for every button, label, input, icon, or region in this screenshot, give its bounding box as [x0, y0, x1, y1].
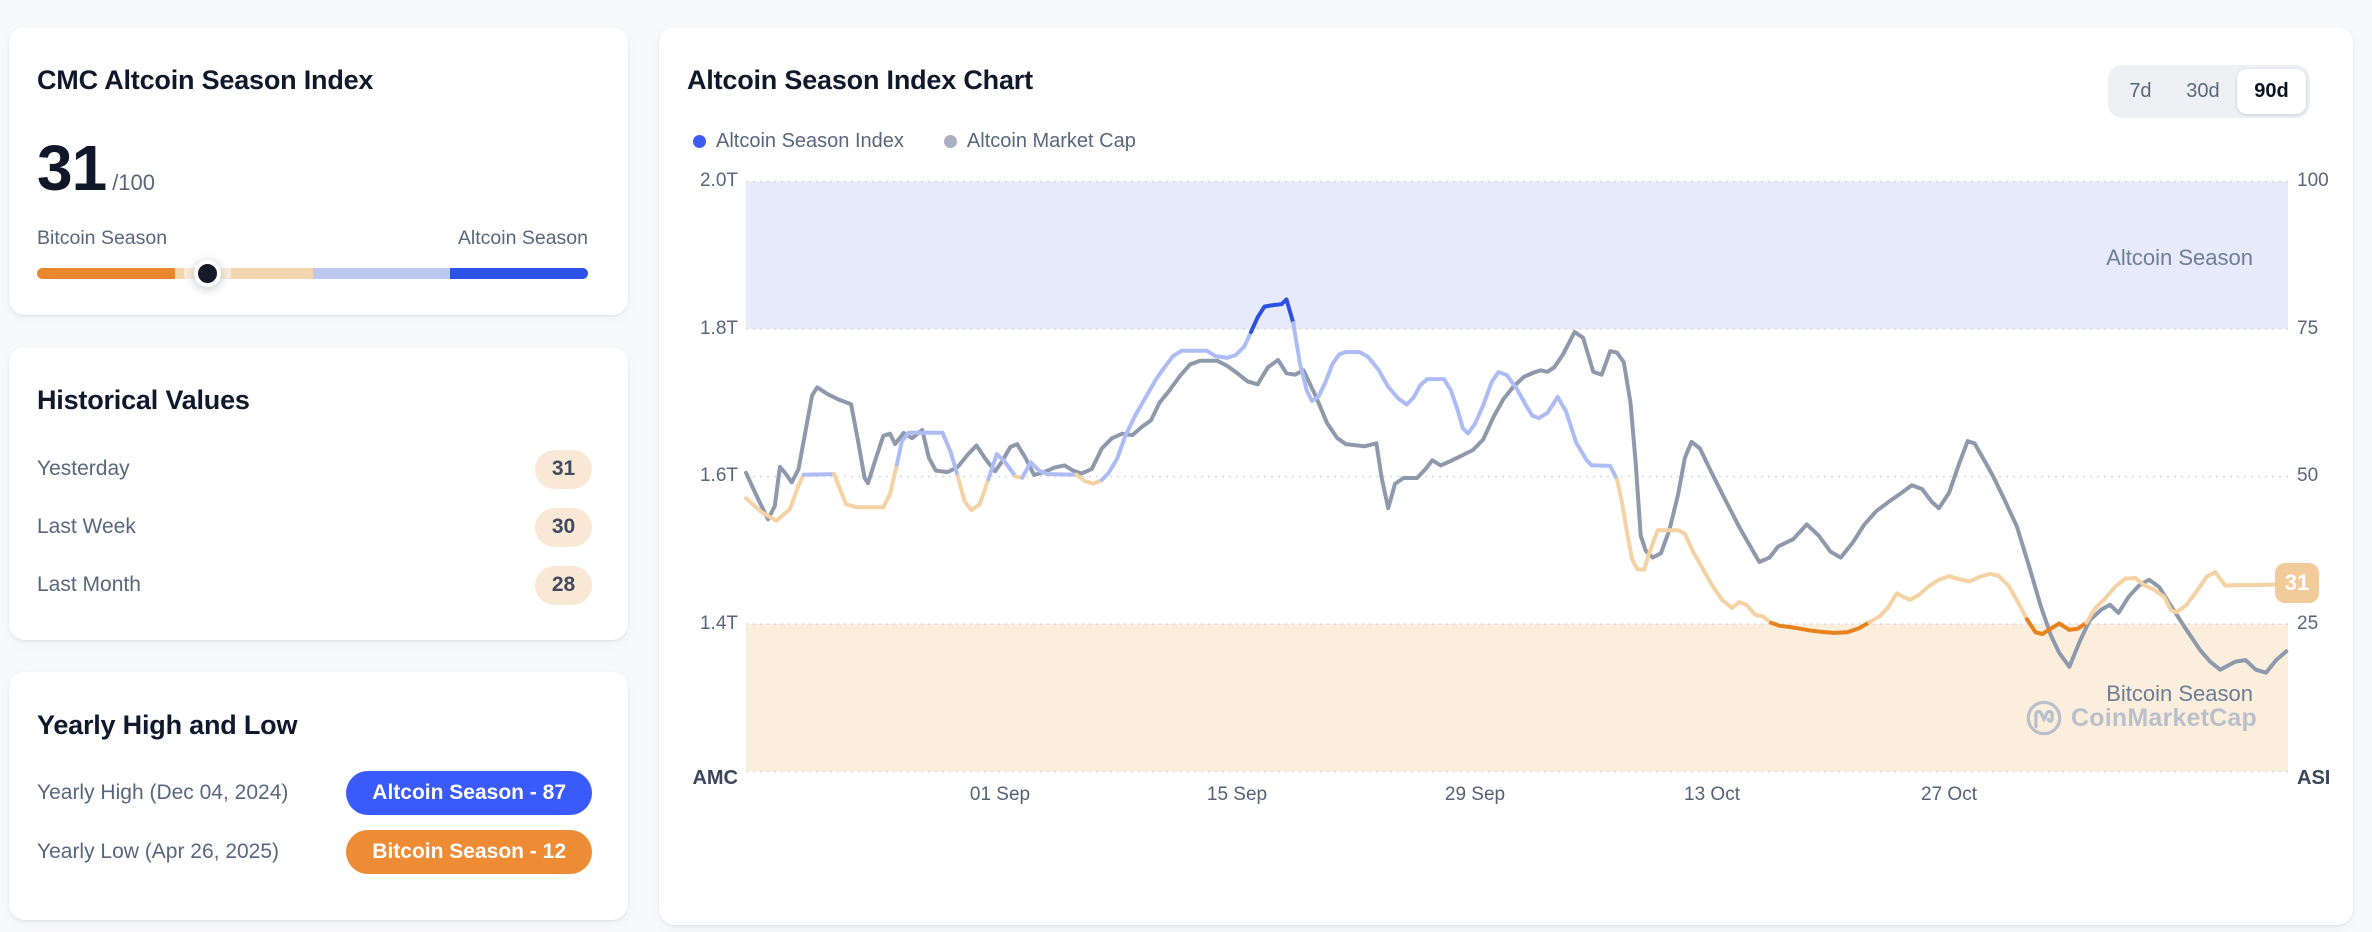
- altcoin-season-index-line-segment: [1099, 329, 1253, 482]
- historical-row-label: Yesterday: [37, 457, 130, 480]
- altcoin-market-cap-line: [744, 329, 2289, 675]
- altcoin-season-label: Altcoin Season: [457, 227, 588, 249]
- index-value-number: 31: [37, 132, 107, 204]
- altcoin-season-index-line-segment: [1291, 321, 1619, 482]
- historical-row: Yesterday 31: [37, 440, 592, 498]
- chart-title: Altcoin Season Index Chart: [687, 65, 1033, 95]
- historical-row-value: 28: [535, 565, 592, 605]
- x-tick-13-oct: 13 Oct: [1684, 784, 1740, 805]
- yearly-low-row: Yearly Low (Apr 26, 2025) Bitcoin Season…: [37, 823, 592, 881]
- legend-label-asi: Altcoin Season Index: [716, 130, 904, 152]
- amc-tick-1-6t: 1.6T: [699, 465, 738, 486]
- historical-card: Historical Values Yesterday 31 Last Week…: [9, 347, 628, 640]
- altcoin-season-index-line-segment: [1769, 620, 1872, 635]
- asi-tick-75: 75: [2297, 318, 2319, 339]
- index-value-max: /100: [112, 170, 156, 195]
- x-tick-27-oct: 27 Oct: [1921, 784, 1977, 805]
- bitcoin-season-label: Bitcoin Season: [37, 227, 168, 249]
- historical-row-label: Last Month: [37, 573, 141, 596]
- gauge-segment-low: [174, 268, 313, 279]
- altcoin-season-index-line-segment: [894, 430, 960, 479]
- historical-title: Historical Values: [37, 385, 250, 415]
- altcoin-season-index-line-segment: [744, 472, 806, 523]
- bitcoin-season-band: [746, 624, 2288, 772]
- altcoin-season-index-line-segment: [1249, 297, 1296, 334]
- legend-dot-amc: [943, 135, 957, 148]
- altcoin-season-band: [746, 181, 2288, 329]
- current-value-badge: 31: [2275, 563, 2319, 603]
- historical-row: Last Week 30: [37, 498, 592, 556]
- gauge-segment-altcoin: [450, 268, 588, 279]
- altcoin-season-index-line-segment: [801, 472, 837, 477]
- amc-tick-2-0t: 2.0T: [699, 170, 738, 191]
- asi-tick-50: 50: [2297, 465, 2319, 486]
- season-gauge-track: [37, 268, 588, 279]
- altcoin-season-index-line-segment: [832, 462, 899, 510]
- chart-legend: Altcoin Season Index Altcoin Market Cap: [693, 130, 1136, 153]
- range-button-7d[interactable]: 7d: [2112, 69, 2169, 114]
- legend-item-asi[interactable]: Altcoin Season Index: [693, 130, 904, 153]
- gauge-segment-bitcoin: [37, 268, 175, 279]
- altcoin-season-index-line-segment: [1867, 571, 2029, 625]
- yearly-high-row: Yearly High (Dec 04, 2024) Altcoin Seaso…: [37, 764, 592, 822]
- yearly-title: Yearly High and Low: [37, 710, 298, 740]
- historical-row-label: Last Week: [37, 515, 136, 538]
- historical-row-value: 30: [535, 507, 592, 547]
- yearly-high-label: Yearly High (Dec 04, 2024): [37, 781, 289, 804]
- altcoin-season-band-label: Altcoin Season: [2106, 245, 2253, 270]
- altcoin-season-index-line-segment: [955, 474, 991, 513]
- historical-row: Last Month 28: [37, 556, 592, 614]
- legend-item-amc[interactable]: Altcoin Market Cap: [943, 130, 1136, 153]
- amc-tick-1-8t: 1.8T: [699, 318, 738, 339]
- yearly-low-badge: Bitcoin Season - 12: [346, 830, 592, 874]
- range-toggle: 7d 30d 90d: [2108, 65, 2310, 118]
- altcoin-season-index-line-segment: [2025, 617, 2089, 636]
- altcoin-season-index-line-segment: [2084, 570, 2290, 625]
- x-tick-15-sep: 15 Sep: [1206, 784, 1268, 805]
- historical-row-value: 31: [535, 449, 592, 489]
- altcoin-season-index-line-segment: [986, 452, 1018, 482]
- index-card: CMC Altcoin Season Index 31 /100 Bitcoin…: [9, 27, 628, 315]
- legend-dot-asi: [693, 135, 706, 148]
- chart-plot[interactable]: [659, 27, 2353, 925]
- yearly-card: Yearly High and Low Yearly High (Dec 04,…: [9, 672, 628, 920]
- yearly-low-label: Yearly Low (Apr 26, 2025): [37, 840, 280, 863]
- range-button-30d[interactable]: 30d: [2169, 69, 2237, 114]
- altcoin-season-index-line-segment: [1615, 477, 1774, 625]
- asi-axis-label: ASI: [2297, 767, 2331, 789]
- index-value: 31 /100: [37, 131, 155, 205]
- altcoin-season-index-line-segment: [1020, 460, 1079, 480]
- gauge-segment-mid: [312, 268, 451, 279]
- legend-label-amc: Altcoin Market Cap: [966, 130, 1136, 152]
- range-button-90d[interactable]: 90d: [2236, 69, 2307, 114]
- coinmarketcap-logo-icon: [2026, 700, 2062, 736]
- season-gauge-knob: [194, 260, 222, 287]
- x-tick-01-sep: 01 Sep: [969, 784, 1031, 805]
- amc-tick-1-4t: 1.4T: [699, 613, 738, 634]
- amc-axis-label: AMC: [692, 767, 738, 789]
- x-tick-29-sep: 29 Sep: [1444, 784, 1506, 805]
- coinmarketcap-wordmark: CoinMarketCap: [2071, 703, 2257, 732]
- chart-card: Altcoin Season Index Chart 7d 30d 90d Al…: [659, 27, 2353, 925]
- yearly-high-badge: Altcoin Season - 87: [346, 771, 592, 815]
- asi-tick-25: 25: [2297, 613, 2319, 634]
- index-card-title: CMC Altcoin Season Index: [37, 65, 374, 95]
- altcoin-season-index-line-segment: [1074, 472, 1104, 486]
- bitcoin-season-band-label: Bitcoin Season: [2106, 681, 2253, 706]
- asi-tick-100: 100: [2297, 170, 2329, 191]
- coinmarketcap-watermark: CoinMarketCap: [2025, 699, 2257, 737]
